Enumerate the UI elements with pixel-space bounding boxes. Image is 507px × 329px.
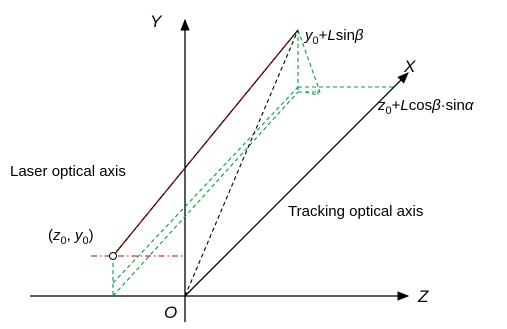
green-dashed-construction <box>112 29 395 297</box>
x-axis-label: X <box>403 57 416 76</box>
origin-label: O <box>164 303 177 322</box>
tracking-axis-label: Tracking optical axis <box>288 203 423 220</box>
start-point-marker <box>109 252 117 260</box>
top-point-expression: y0+Lsinβ <box>304 27 364 47</box>
x-axis-line <box>184 72 409 297</box>
start-point-label: (z0, y0) <box>48 227 94 247</box>
y-axis-label: Y <box>150 12 163 31</box>
z-axis-label: Z <box>417 287 429 306</box>
right-point-expression: z0+Lcosβ·sinα <box>377 97 474 117</box>
laser-axis-label: Laser optical axis <box>10 163 126 180</box>
black-dashed-diagonal <box>184 29 299 297</box>
